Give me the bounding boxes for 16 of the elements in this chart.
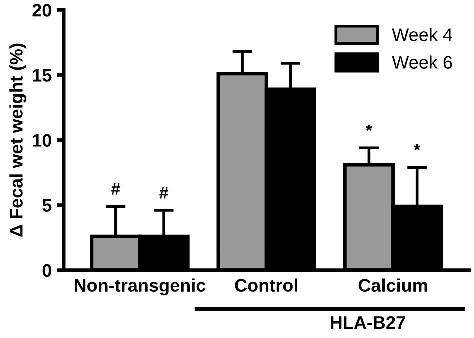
y-tick-label: 0 bbox=[42, 264, 52, 278]
y-tick-label: 10 bbox=[33, 134, 52, 147]
y-tick-label: 5 bbox=[42, 199, 52, 212]
annotation: * bbox=[414, 144, 421, 151]
y-axis-title: Δ Fecal wet weight (%) bbox=[10, 44, 27, 237]
x-tick-label: Control bbox=[235, 278, 298, 292]
annotation: * bbox=[366, 124, 372, 132]
annotation: # bbox=[160, 187, 168, 199]
annotation: # bbox=[112, 183, 120, 195]
y-tick-label: 15 bbox=[33, 69, 52, 82]
legend-label: Week 6 bbox=[392, 56, 452, 69]
y-tick-label: 20 bbox=[32, 4, 52, 17]
text: HLA-B27 bbox=[331, 316, 406, 330]
x-tick-label: Non-transgenic bbox=[74, 278, 206, 296]
legend-label: Week 4 bbox=[392, 28, 452, 42]
x-tick-label: Calcium bbox=[358, 278, 428, 292]
